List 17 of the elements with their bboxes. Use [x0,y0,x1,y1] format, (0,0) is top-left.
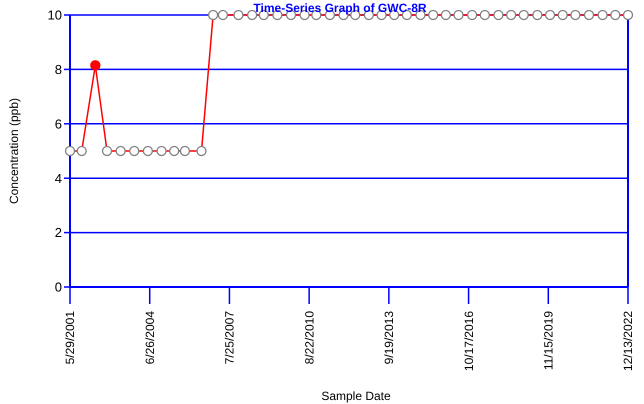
x-tick-label: 11/15/2019 [541,310,556,370]
x-tick-label: 8/22/2010 [302,310,316,364]
y-tick-label: 6 [54,116,62,132]
x-tick-label: 10/17/2016 [462,310,476,372]
x-tick-label: 7/25/2007 [222,310,237,364]
y-tick-label: 10 [48,8,62,23]
y-tick-label: 8 [54,62,62,77]
x-tick-label: 9/19/2013 [382,310,396,364]
y-axis-title: Concentration (ppb) [7,98,21,204]
y-tick-label: 4 [54,170,62,186]
x-tick-label: 12/13/2022 [621,310,636,372]
chart-title: Time-Series Graph of GWC-8R [253,1,427,15]
x-tick-label: 5/29/2001 [63,310,78,364]
x-tick-label: 6/26/2004 [142,310,157,364]
x-axis-title: Sample Date [321,389,392,403]
y-tick-label: 0 [54,280,62,295]
y-tick-label: 2 [54,225,62,240]
